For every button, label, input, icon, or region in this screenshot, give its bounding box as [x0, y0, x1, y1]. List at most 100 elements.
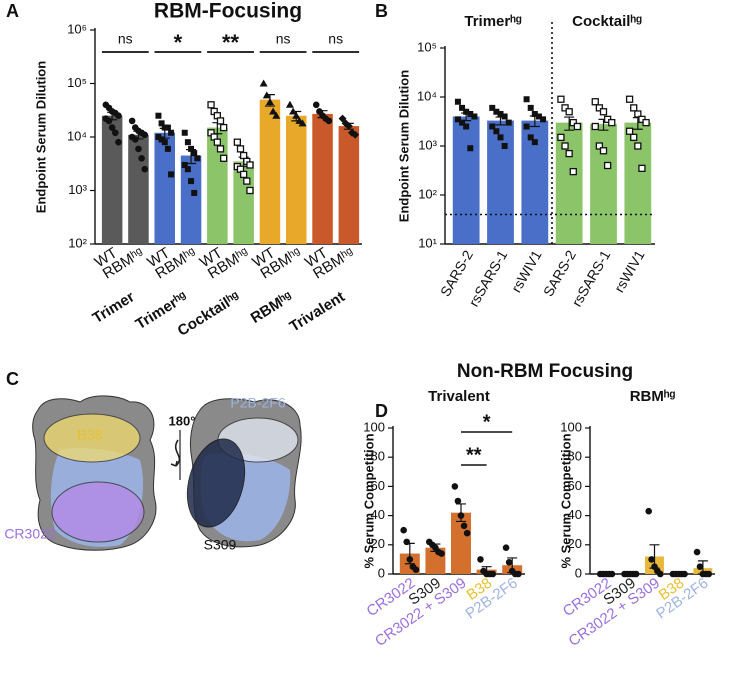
data-point: [220, 123, 228, 132]
data-point: [161, 139, 168, 146]
y-tick-label: 100: [363, 419, 385, 434]
data-point: [246, 186, 254, 195]
data-point: [497, 134, 504, 141]
data-point: [527, 104, 534, 111]
data-point: [191, 189, 198, 196]
bar: [285, 115, 307, 245]
bar: [624, 122, 652, 244]
data-point: [181, 161, 188, 168]
data-point: [603, 161, 612, 170]
rotation-arrow: [170, 439, 181, 467]
data-point: [412, 566, 420, 573]
data-point: [243, 177, 251, 185]
bar: [101, 115, 123, 245]
y-tick-label: 40: [568, 507, 582, 522]
data-point: [599, 147, 608, 155]
significance-label: **: [222, 30, 240, 55]
data-point: [634, 110, 642, 118]
data-point: [599, 108, 608, 116]
data-point: [569, 167, 577, 176]
significance-label: ns: [118, 31, 133, 47]
data-point: [505, 559, 513, 566]
data-point: [191, 150, 198, 157]
data-point: [298, 119, 307, 127]
data-point: [471, 113, 478, 120]
x-tick-label: rsWIV1: [611, 247, 648, 295]
data-point: [634, 142, 642, 150]
data-point: [161, 124, 168, 131]
data-point: [292, 111, 301, 119]
significance-label: ns: [328, 31, 343, 47]
data-point: [505, 119, 512, 126]
y-tick-label: 10⁵: [67, 75, 87, 90]
data-point: [285, 100, 294, 108]
data-point: [344, 122, 353, 131]
data-point: [467, 110, 474, 117]
data-point: [515, 570, 522, 578]
group-label: Trivalent: [287, 288, 348, 335]
data-point: [438, 550, 445, 557]
y-axis-label: % Serum Competition: [558, 433, 573, 568]
data-point: [501, 113, 508, 120]
data-point: [705, 570, 713, 578]
data-point: [645, 507, 652, 515]
epitope-label: B38: [78, 427, 103, 443]
data-point: [477, 556, 484, 563]
group-label: Cocktailʰᵍ: [572, 13, 642, 30]
y-tick-label: 10⁴: [417, 88, 437, 103]
bar: [128, 134, 149, 244]
significance-label: ns: [276, 31, 291, 47]
y-axis-label: Endpoint Serum Dilution: [33, 61, 48, 213]
data-point: [501, 143, 508, 149]
data-point: [207, 101, 215, 109]
data-point: [595, 142, 604, 150]
y-tick-label: 100: [560, 419, 582, 434]
error-bar: [564, 116, 575, 131]
epitope-label: S309: [204, 537, 237, 553]
significance-label: *: [483, 411, 491, 433]
data-point: [591, 122, 599, 131]
data-point: [638, 164, 646, 172]
data-point: [459, 119, 466, 126]
data-point: [489, 570, 497, 578]
data-point: [131, 136, 139, 143]
structure-left: [32, 395, 157, 551]
significance-label: **: [466, 444, 482, 466]
data-point: [155, 134, 162, 140]
bar: [521, 120, 549, 244]
data-point: [400, 526, 407, 534]
data-point: [540, 116, 547, 123]
data-point: [451, 483, 459, 490]
y-tick-label: 10⁵: [417, 39, 437, 54]
y-tick-label: 60: [568, 478, 582, 493]
data-point: [269, 107, 278, 115]
data-point: [272, 111, 281, 119]
data-point: [188, 178, 195, 185]
data-point: [527, 134, 534, 141]
data-point: [164, 145, 171, 152]
data-point: [630, 133, 638, 142]
data-point: [657, 570, 664, 578]
data-point: [262, 91, 271, 99]
data-point: [493, 108, 500, 115]
chart-title: RBMʰᵍ: [630, 388, 676, 405]
group-label: Trimer: [90, 288, 138, 327]
data-point: [112, 129, 119, 137]
data-point: [642, 118, 650, 127]
data-point: [115, 112, 122, 120]
data-point: [523, 96, 530, 103]
chart-title: Trivalent: [428, 388, 490, 405]
data-point: [460, 522, 468, 530]
y-tick-label: 10³: [418, 137, 437, 152]
data-point: [502, 544, 510, 552]
data-point: [569, 118, 577, 127]
data-point: [164, 124, 171, 131]
data-point: [463, 108, 470, 115]
y-axis-label: % Serum Competition: [361, 433, 376, 568]
data-point: [265, 98, 274, 106]
data-point: [141, 165, 149, 173]
data-point: [158, 120, 165, 127]
data-point: [141, 131, 149, 139]
data-point: [181, 129, 188, 136]
y-tick-label: 80: [371, 449, 385, 464]
